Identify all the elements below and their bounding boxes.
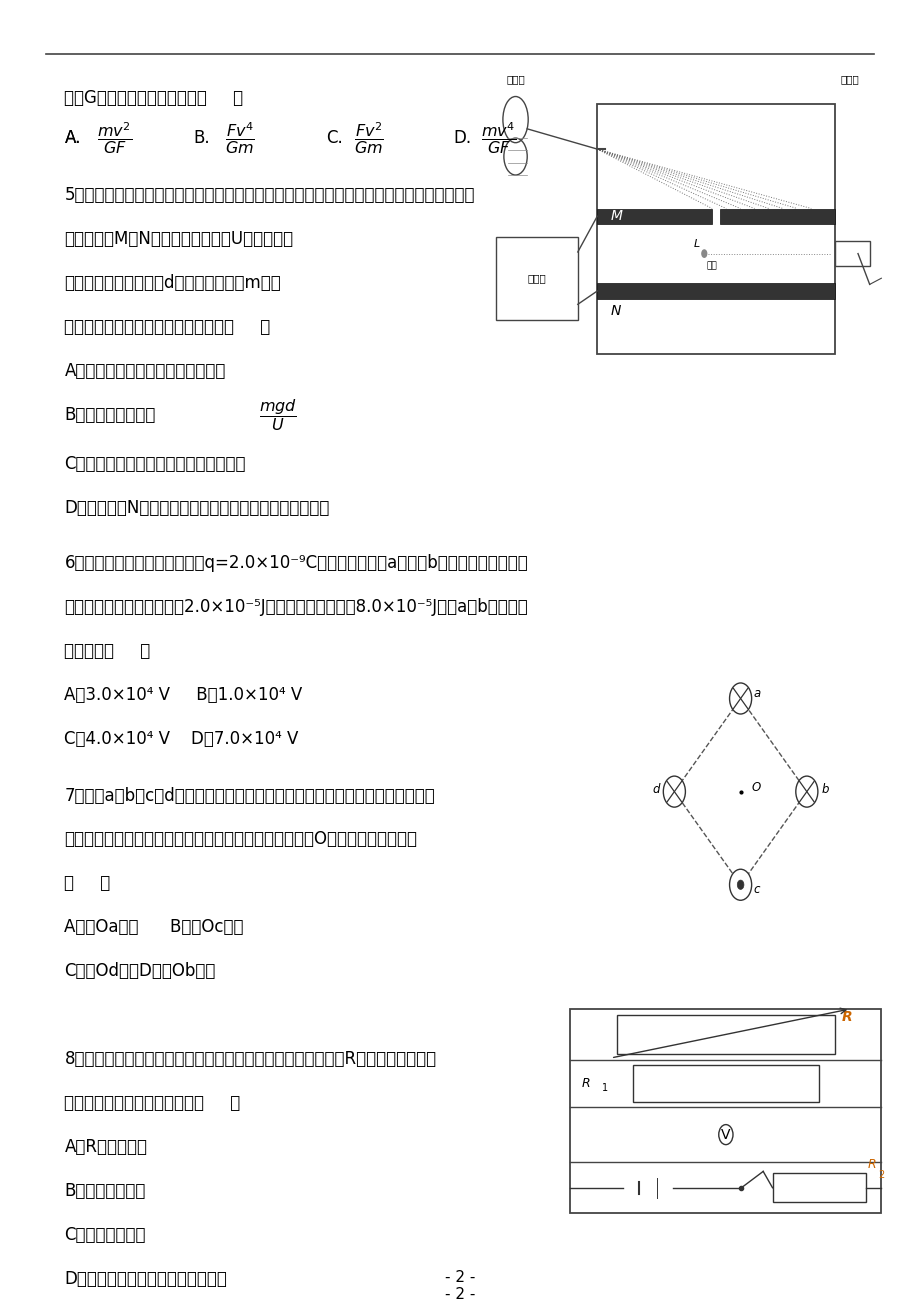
Polygon shape — [596, 284, 834, 298]
Text: d: d — [652, 783, 659, 796]
Text: b: b — [821, 783, 828, 796]
Text: $\dfrac{Fv^4}{Gm}$: $\dfrac{Fv^4}{Gm}$ — [225, 121, 255, 156]
Polygon shape — [772, 1173, 865, 1202]
Text: - 2 -: - 2 - — [444, 1271, 475, 1285]
Circle shape — [663, 776, 685, 807]
Text: B.: B. — [193, 129, 210, 147]
Text: 1: 1 — [601, 1082, 607, 1092]
Text: L: L — [693, 240, 698, 250]
Text: O: O — [751, 781, 760, 794]
Text: C．若减小极板间电压，油滴将减速下降: C．若减小极板间电压，油滴将减速下降 — [64, 456, 245, 474]
Text: 灯源: 灯源 — [706, 262, 717, 271]
Text: 平行金属板M、N，并分别与电压为U的恒定电源: 平行金属板M、N，并分别与电压为U的恒定电源 — [64, 230, 293, 249]
Text: $\dfrac{Fv^2}{Gm}$: $\dfrac{Fv^2}{Gm}$ — [354, 121, 384, 156]
Text: 喷雾器: 喷雾器 — [505, 74, 525, 85]
Text: 电势差为（     ）: 电势差为（ ） — [64, 642, 151, 660]
Text: A．R的阻值变大: A．R的阻值变大 — [64, 1138, 147, 1156]
Text: 现理想电压表的示数减小，则（     ）: 现理想电压表的示数减小，则（ ） — [64, 1095, 241, 1112]
Text: M: M — [609, 210, 621, 223]
Text: A．沿Oa向上      B．沿Oc向下: A．沿Oa向上 B．沿Oc向下 — [64, 918, 244, 936]
Text: 2: 2 — [878, 1170, 883, 1181]
Polygon shape — [596, 208, 711, 224]
Circle shape — [795, 776, 817, 807]
Text: A.: A. — [64, 129, 81, 147]
Text: 6．一个带正电的质点，电荷量q=2.0×10⁻⁹C，在静电场中由a点移到b点，在这过程中，除: 6．一个带正电的质点，电荷量q=2.0×10⁻⁹C，在静电场中由a点移到b点，在… — [64, 553, 528, 572]
Text: 静电力外，其他力做的功为2.0×10⁻⁵J，质点的动能增加了8.0×10⁻⁵J，则a、b两点间的: 静电力外，其他力做的功为2.0×10⁻⁵J，质点的动能增加了8.0×10⁻⁵J，… — [64, 598, 528, 616]
Circle shape — [729, 870, 751, 900]
Text: D．若将极板N向上缓慢移动一小段距离，油滴将加速下降: D．若将极板N向上缓慢移动一小段距离，油滴将加速下降 — [64, 500, 329, 517]
Text: C．沿Od向左D．沿Ob向右: C．沿Od向左D．沿Ob向右 — [64, 962, 216, 980]
Text: a: a — [753, 687, 760, 699]
Circle shape — [718, 1125, 732, 1144]
Circle shape — [700, 249, 707, 258]
Text: $\dfrac{mv^2}{GF}$: $\dfrac{mv^2}{GF}$ — [96, 121, 131, 156]
Text: A.: A. — [64, 129, 81, 147]
Polygon shape — [719, 208, 834, 224]
Text: V: V — [720, 1128, 730, 1142]
Text: C．干路电流减小: C．干路电流减小 — [64, 1226, 146, 1245]
Text: 个顶点上，导线中通有大小相等的电流，方向如图所示。O点磁感应强度的方向: 个顶点上，导线中通有大小相等的电流，方向如图所示。O点磁感应强度的方向 — [64, 831, 417, 849]
Text: c: c — [753, 884, 760, 896]
Text: R: R — [841, 1010, 852, 1025]
Polygon shape — [632, 1065, 818, 1101]
Polygon shape — [617, 1016, 834, 1053]
Text: R: R — [581, 1077, 590, 1090]
Text: 显微镜: 显微镜 — [840, 74, 858, 85]
Text: 量为G，则这颗行星的质量为（     ）: 量为G，则这颗行星的质量为（ ） — [64, 90, 244, 107]
Text: A．油滴下降过程中电势能不断减小: A．油滴下降过程中电势能不断减小 — [64, 362, 225, 380]
Text: C．4.0×10⁴ V    D．7.0×10⁴ V: C．4.0×10⁴ V D．7.0×10⁴ V — [64, 729, 299, 747]
Text: A．3.0×10⁴ V     B．1.0×10⁴ V: A．3.0×10⁴ V B．1.0×10⁴ V — [64, 686, 302, 703]
Text: D．路端电压和干路电流的比值减小: D．路端电压和干路电流的比值减小 — [64, 1271, 227, 1288]
Circle shape — [736, 880, 743, 889]
Text: N: N — [610, 305, 620, 318]
Text: 8．在如图所示的电路中，电源内阻不可忽略，在调节可变电阻R的阻值过程中，发: 8．在如图所示的电路中，电源内阻不可忽略，在调节可变电阻R的阻值过程中，发 — [64, 1051, 436, 1069]
Text: $\dfrac{mgd}{U}$: $\dfrac{mgd}{U}$ — [259, 397, 297, 434]
Text: 负电荷的油滴在极板间匀速下落，则（     ）: 负电荷的油滴在极板间匀速下落，则（ ） — [64, 318, 270, 336]
Text: - 2 -: - 2 - — [444, 1288, 475, 1302]
Text: 电池组: 电池组 — [527, 273, 546, 283]
Text: $\dfrac{mv^4}{GF}$: $\dfrac{mv^4}{GF}$ — [481, 121, 516, 156]
Text: 5．测定电子的电荷量的实验装置示意图如图所示。置于真空中的油滴室内有两块水平放置的: 5．测定电子的电荷量的实验装置示意图如图所示。置于真空中的油滴室内有两块水平放置… — [64, 186, 474, 204]
Text: （     ）: （ ） — [64, 875, 110, 892]
Text: 7．图中a、b、c、d为四根与纸面垂直的长直导线，其横截面积位于正方形的四: 7．图中a、b、c、d为四根与纸面垂直的长直导线，其横截面积位于正方形的四 — [64, 786, 435, 805]
Text: D.: D. — [453, 129, 471, 147]
Text: B．油滴带电荷量为: B．油滴带电荷量为 — [64, 406, 155, 424]
Text: C.: C. — [326, 129, 343, 147]
Text: R: R — [867, 1159, 876, 1172]
Text: B．路端电压不变: B．路端电压不变 — [64, 1182, 145, 1200]
Text: 两极相连，板的间距为d。现有一质量为m的带: 两极相连，板的间距为d。现有一质量为m的带 — [64, 275, 281, 292]
Circle shape — [729, 684, 751, 713]
